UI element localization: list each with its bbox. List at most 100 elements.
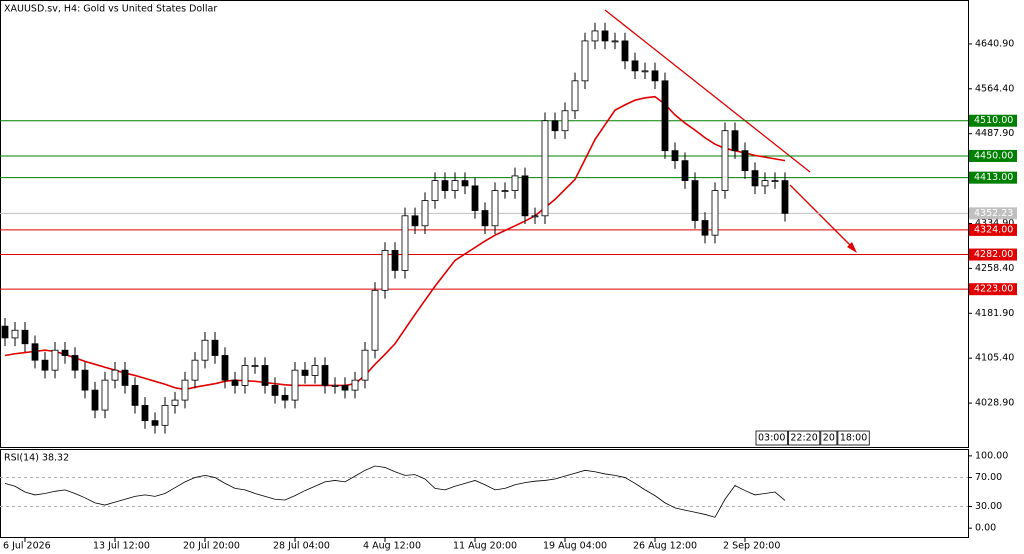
candle-body	[631, 60, 639, 72]
level-label: 4413.00	[974, 172, 1013, 183]
candle-body	[31, 343, 39, 361]
candle-body	[681, 160, 689, 181]
candle-body	[171, 399, 179, 406]
y-tick-label: 4487.90	[975, 128, 1014, 139]
candle-body	[661, 80, 669, 152]
level-box	[969, 171, 1017, 184]
candle-body	[411, 215, 419, 227]
candle-body	[241, 365, 249, 386]
candle-body	[211, 339, 219, 356]
y-tick-label: 4028.90	[975, 398, 1014, 409]
x-tick-label: 13 Jul 12:00	[93, 541, 150, 552]
candle-body	[531, 215, 539, 218]
candle-body	[521, 175, 529, 217]
x-tick-label: 20 Jul 20:00	[183, 541, 240, 552]
time-box	[755, 430, 788, 446]
candle-body	[651, 70, 659, 82]
candle-body	[451, 180, 459, 191]
candle-body	[611, 40, 619, 43]
candle-body	[671, 150, 679, 162]
x-tick-label: 4 Aug 12:00	[363, 541, 421, 552]
rsi-y-tick-label: 70.00	[975, 472, 1002, 483]
candle-body	[151, 420, 159, 426]
level-label: 4324.00	[974, 224, 1013, 235]
level-box	[969, 149, 1017, 162]
candle-body	[191, 359, 199, 381]
y-tick-label: 4105.40	[975, 353, 1014, 364]
candle-body	[621, 40, 629, 62]
trendline	[604, 9, 811, 173]
candle-body	[371, 289, 379, 351]
candle-body	[511, 175, 519, 191]
candle-body	[351, 379, 359, 391]
y-tick-label: 4564.40	[975, 83, 1014, 94]
candle-body	[131, 385, 139, 406]
candle-body	[181, 379, 189, 401]
level-label: 4510.00	[974, 115, 1013, 126]
rsi-y-tick-label: 0.00	[975, 523, 996, 534]
time-box-label: 03:00	[758, 433, 785, 444]
candle-body	[541, 120, 549, 217]
candle-body	[471, 185, 479, 211]
candle-body	[11, 329, 19, 339]
arrow-head	[847, 242, 857, 253]
candle-body	[201, 339, 209, 361]
candle-body	[51, 349, 59, 371]
moving-average	[4, 95, 786, 391]
time-box-label: 18:00	[840, 433, 867, 444]
candle-body	[41, 359, 49, 371]
candle-body	[701, 220, 709, 236]
time-box-label: 22:20	[790, 433, 817, 444]
candle-body	[711, 190, 719, 236]
level-box	[969, 223, 1017, 236]
candle-body	[361, 349, 369, 381]
candle-body	[121, 369, 129, 386]
candle-body	[501, 190, 509, 192]
candle-body	[251, 365, 259, 367]
candle-body	[71, 355, 79, 371]
time-box-label: 20	[823, 433, 835, 444]
candle-body	[591, 30, 599, 42]
rsi-line	[4, 465, 786, 518]
time-box	[787, 430, 821, 446]
y-tick-label: 4258.40	[975, 263, 1014, 274]
level-label: 4450.00	[974, 150, 1013, 161]
candle-body	[141, 404, 149, 422]
candle-body	[391, 250, 399, 271]
candle-body	[771, 180, 779, 182]
candle-body	[271, 385, 279, 396]
candle-body	[61, 349, 69, 356]
candle-body	[751, 170, 759, 187]
x-tick-label: 19 Aug 04:00	[543, 541, 607, 552]
current-price-box	[969, 207, 1017, 220]
candle-body	[301, 369, 309, 376]
candle-body	[641, 70, 649, 73]
y-tick-label: 4334.90	[975, 218, 1014, 229]
level-label: 4282.00	[974, 249, 1013, 260]
candle-body	[101, 379, 109, 411]
candle-body	[91, 389, 99, 411]
candle-body	[221, 355, 229, 381]
candle-body	[721, 130, 729, 191]
current-price-label: 4352.23	[974, 208, 1013, 219]
y-tick-label: 4640.90	[975, 38, 1014, 49]
level-label: 4223.00	[974, 284, 1013, 295]
time-box	[820, 430, 838, 446]
rsi-y-tick-label: 100.00	[975, 450, 1008, 461]
candle-body	[571, 80, 579, 112]
candle-body	[331, 385, 339, 387]
candle-body	[1, 325, 9, 339]
candle-body	[311, 365, 319, 376]
candle-body	[21, 329, 29, 345]
candle-body	[601, 30, 609, 42]
x-tick-label: 11 Aug 20:00	[453, 541, 517, 552]
candle-body	[561, 110, 569, 132]
candle-body	[281, 395, 289, 401]
x-tick-label: 6 Jul 2026	[3, 541, 51, 552]
level-box	[969, 248, 1017, 261]
candle-body	[461, 180, 469, 187]
rsi-y-tick-label: 30.00	[975, 501, 1002, 512]
level-box	[969, 114, 1017, 127]
level-box	[969, 283, 1017, 296]
